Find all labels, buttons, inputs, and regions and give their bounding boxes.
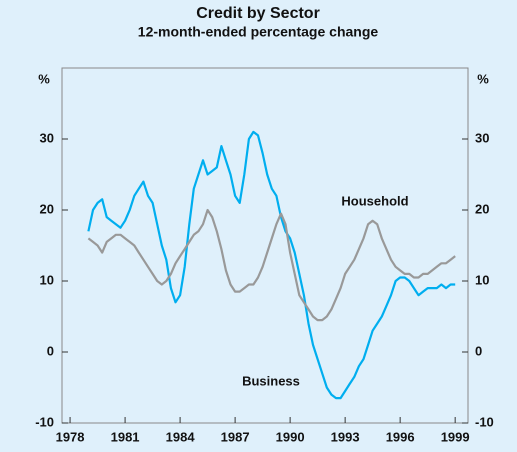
series-line [87, 130, 456, 400]
plot-frame [61, 67, 469, 424]
x-tick-label: 1996 [386, 429, 415, 444]
x-tick-label: 1978 [56, 429, 85, 444]
y-axis-label: % [38, 71, 50, 86]
chart-title: Credit by Sector [196, 5, 320, 22]
x-tick-label: 1999 [441, 429, 470, 444]
y2-tick-label: 30 [475, 130, 489, 145]
series-annotation: Business [242, 373, 300, 388]
y2-axis-label: % [477, 71, 489, 86]
x-tick-label: 1993 [331, 429, 360, 444]
y2-tick-label: 20 [475, 201, 489, 216]
x-tick-label: 1981 [111, 429, 140, 444]
y-tick-label: -10 [35, 414, 54, 429]
x-tick-label: 1987 [221, 429, 250, 444]
series-line [87, 208, 456, 322]
y2-tick-label: -10 [475, 414, 494, 429]
y-tick-label: 30 [40, 130, 54, 145]
x-tick-label: 1984 [166, 429, 196, 444]
y2-tick-label: 10 [475, 272, 489, 287]
x-tick-label: 1990 [276, 429, 305, 444]
y-tick-label: 10 [40, 272, 54, 287]
chart-subtitle: 12-month-ended percentage change [138, 24, 379, 40]
y-tick-label: 0 [47, 343, 54, 358]
series-annotation: Household [341, 193, 408, 208]
y-tick-label: 20 [40, 201, 54, 216]
y2-tick-label: 0 [475, 343, 482, 358]
